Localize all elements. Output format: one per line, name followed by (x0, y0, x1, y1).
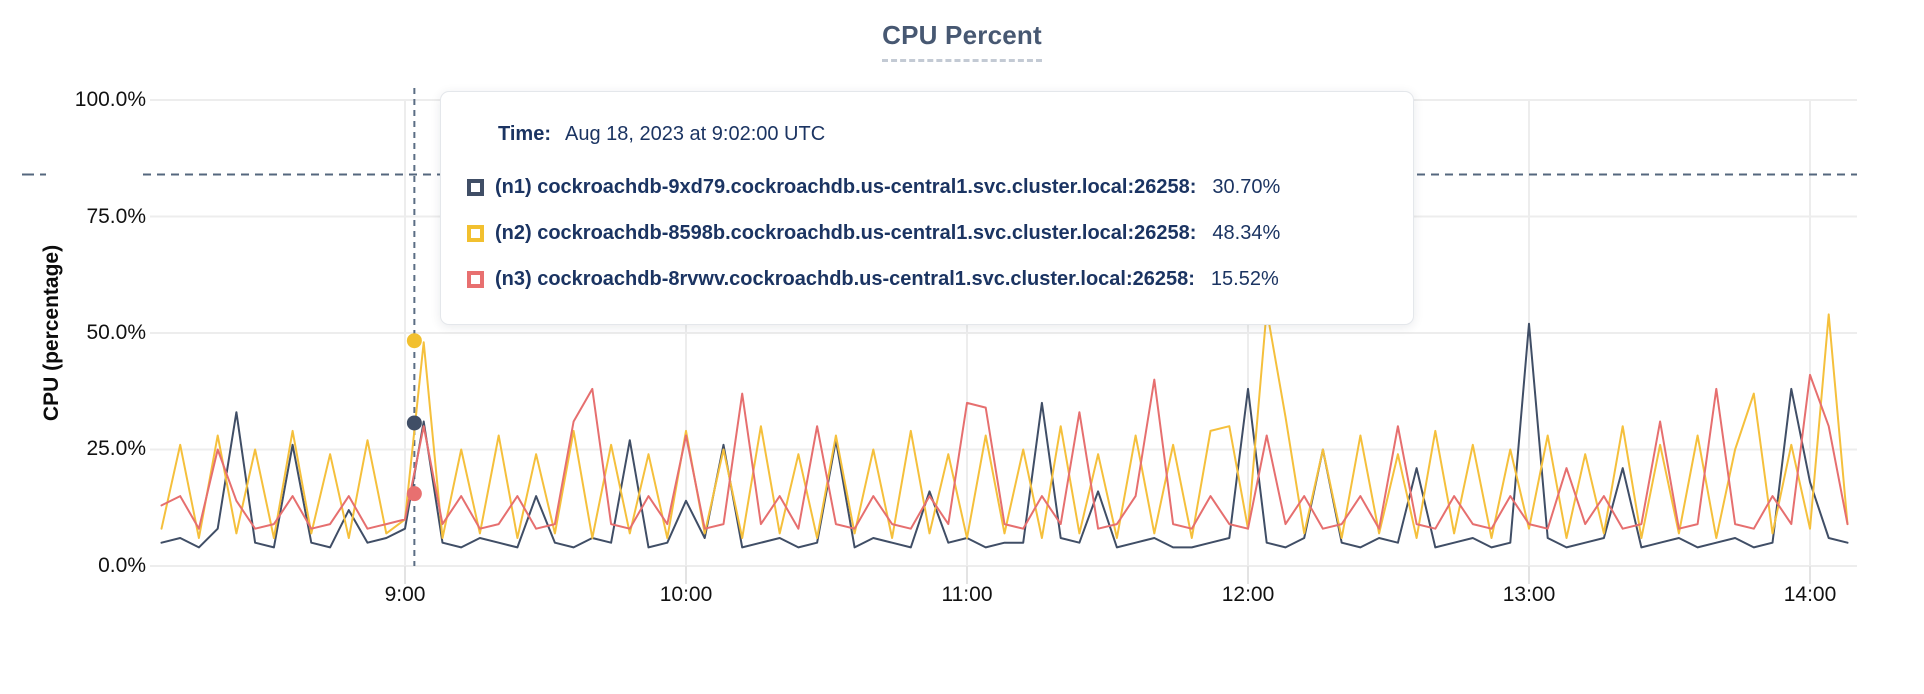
chart-hover-tooltip: Time: Aug 18, 2023 at 9:02:00 UTC (n1) co… (440, 91, 1414, 325)
x-tick-14: 14:00 (1783, 583, 1837, 606)
x-tick-12: 12:00 (1221, 583, 1275, 606)
series-line-n3 (160, 373, 1849, 530)
y-tick-75: 75.0% (86, 205, 146, 228)
series-n1-label: (n1) cockroachdb-9xd79.cockroachdb.us-ce… (495, 175, 1197, 198)
series-line-n2 (160, 308, 1849, 539)
x-tick-11: 11:00 (941, 583, 993, 606)
series-n2-label: (n2) cockroachdb-8598b.cockroachdb.us-ce… (495, 221, 1197, 244)
hover-point-n2 (406, 333, 422, 349)
chart-title[interactable]: CPU Percent (882, 20, 1042, 62)
series-n2-marker-icon (467, 224, 484, 242)
series-n3-label: (n3) cockroachdb-8rvwv.cockroachdb.us-ce… (495, 267, 1195, 290)
y-tick-100: 100.0% (74, 88, 146, 111)
tooltip-series-row-n2: (n2) cockroachdb-8598b.cockroachdb.us-ce… (467, 219, 1280, 247)
hover-point-n1 (406, 415, 422, 431)
x-tick-13: 13:00 (1502, 583, 1556, 606)
x-tick-10: 10:00 (659, 583, 713, 606)
series-n3-value: 15.52% (1210, 267, 1279, 290)
series-n2-value: 48.34% (1212, 221, 1281, 244)
series-line-n1 (160, 322, 1849, 549)
chart-header: CPU Percent (0, 20, 1924, 62)
y-tick-0: 0.0% (98, 554, 146, 577)
series-n1-marker-icon (467, 178, 484, 196)
tooltip-series-row-n1: (n1) cockroachdb-9xd79.cockroachdb.us-ce… (467, 173, 1280, 201)
series-n1-value: 30.70% (1212, 175, 1281, 198)
x-tick-9: 9:00 (384, 583, 426, 606)
hover-point-n3 (406, 486, 422, 502)
y-tick-50: 50.0% (86, 321, 146, 344)
tooltip-time-row: Time: Aug 18, 2023 at 9:02:00 UTC (498, 123, 825, 146)
tooltip-time-label: Time: (498, 123, 551, 145)
tooltip-series-row-n3: (n3) cockroachdb-8rvwv.cockroachdb.us-ce… (467, 265, 1279, 293)
y-tick-25: 25.0% (86, 437, 146, 460)
tooltip-time-value: Aug 18, 2023 at 9:02:00 UTC (564, 123, 826, 145)
series-n3-marker-icon (467, 270, 484, 288)
